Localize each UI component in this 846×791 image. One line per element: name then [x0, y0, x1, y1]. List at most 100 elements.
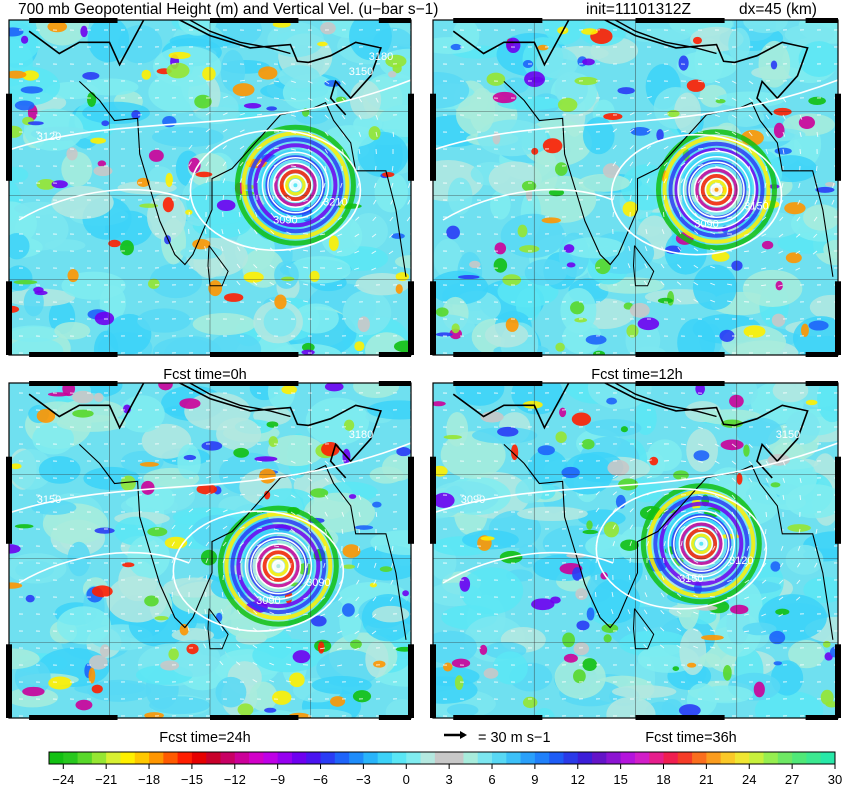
vertical-velocity-shading	[9, 20, 411, 355]
colorbar-tick-label: 6	[488, 772, 495, 787]
colorbar-swatch	[234, 752, 250, 764]
colorbar-swatch	[734, 752, 750, 764]
height-contours: 3090 3090 3150 3180	[9, 429, 411, 632]
colorbar-swatch	[91, 752, 107, 764]
colorbar-swatch	[634, 752, 650, 764]
reference-vector-arrowhead	[460, 731, 467, 739]
colorbar: −24 −21 −18 −15 −12 −9 −6 −3 0 3 6 9 12 15 18 21 24 27 30	[48, 751, 842, 787]
graticule	[9, 383, 411, 718]
wind-vectors	[18, 29, 411, 354]
colorbar-swatch	[677, 752, 693, 764]
colorbar-swatch	[77, 752, 93, 764]
colorbar-swatch	[206, 752, 221, 764]
colorbar-swatch	[549, 752, 564, 764]
contour-label: 3150	[37, 494, 61, 506]
grid-spacing-label: dx=45 (km)	[739, 1, 817, 18]
colorbar-swatch	[349, 752, 364, 764]
colorbar-tick-label: −12	[224, 772, 246, 787]
colorbar-swatch	[63, 752, 79, 764]
colorbar-swatch	[692, 752, 707, 764]
colorbar-tick-label: −21	[95, 772, 117, 787]
colorbar-swatch	[263, 752, 279, 764]
colorbar-tick-label: 30	[828, 772, 842, 787]
contour-label: 3090	[256, 595, 280, 607]
colorbar-tick-label: −6	[313, 772, 328, 787]
panel-caption-3: Fcst time=36h	[645, 730, 736, 746]
contour-label: 3090	[694, 219, 718, 231]
colorbar-tick-label: 27	[785, 772, 799, 787]
colorbar-tick-label: 3	[446, 772, 453, 787]
map-border-ticks	[6, 381, 414, 720]
colorbar-swatch	[391, 752, 407, 764]
colorbar-swatch	[477, 752, 493, 764]
contour-label: 3180	[369, 51, 393, 63]
coastlines	[452, 383, 834, 650]
contour-label: 3150	[776, 429, 800, 441]
colorbar-swatch	[706, 752, 722, 764]
colorbar-frame	[48, 751, 836, 765]
colorbar-swatch	[249, 752, 264, 764]
forecast-panel-1: 3090 3150	[430, 18, 841, 357]
colorbar-swatch	[820, 752, 836, 764]
colorbar-swatch	[434, 752, 450, 764]
colorbar-swatch	[506, 752, 522, 764]
wind-vectors	[18, 392, 411, 717]
contour-label: 3090	[273, 214, 297, 226]
colorbar-swatch	[106, 752, 121, 764]
map-border-ticks	[430, 381, 841, 720]
colorbar-swatch	[306, 752, 322, 764]
figure-title: 700 mb Geopotential Height (m) and Verti…	[18, 1, 438, 18]
height-contours: 3090 3150	[433, 79, 838, 256]
forecast-panel-2: 3090 3090 3150 3180	[6, 381, 414, 720]
height-contours: 3090 3210 3120 3150 3180	[9, 51, 411, 252]
colorbar-swatch	[134, 752, 150, 764]
colorbar-tick-label: 24	[742, 772, 756, 787]
map-border-ticks	[6, 18, 414, 357]
colorbar-swatch	[592, 752, 607, 764]
colorbar-tick-label: 18	[656, 772, 670, 787]
contour-label: 3150	[744, 201, 768, 213]
vertical-velocity-shading	[433, 20, 838, 355]
colorbar-swatch	[606, 752, 622, 764]
colorbar-swatch	[363, 752, 379, 764]
colorbar-swatch	[463, 752, 479, 764]
colorbar-tick-label: 9	[531, 772, 538, 787]
colorbar-swatch	[563, 752, 579, 764]
graticule	[433, 20, 838, 355]
colorbar-tick-label: 15	[613, 772, 627, 787]
colorbar-swatch	[520, 752, 536, 764]
graticule	[433, 383, 838, 718]
colorbar-swatch	[763, 752, 779, 764]
colorbar-tick-label: −3	[356, 772, 371, 787]
coastlines	[28, 383, 407, 650]
wind-vectors	[442, 392, 838, 717]
height-contours: 3150 3120 3090 3150	[433, 429, 838, 610]
colorbar-swatch	[534, 752, 550, 764]
colorbar-swatch	[749, 752, 765, 764]
colorbar-tick-label: 12	[571, 772, 585, 787]
colorbar-swatch	[120, 752, 136, 764]
forecast-panel-3: 3150 3120 3090 3150	[430, 381, 841, 720]
colorbar-swatch	[377, 752, 393, 764]
colorbar-tick-label: −24	[52, 772, 74, 787]
colorbar-swatch	[163, 752, 179, 764]
cyclone-field	[217, 505, 339, 627]
wind-vectors	[442, 29, 838, 354]
contour-label: 3120	[729, 555, 753, 567]
colorbar-swatch	[806, 752, 822, 764]
contour-label: 3150	[349, 66, 373, 78]
colorbar-swatch	[334, 752, 350, 764]
colorbar-tick-label: 0	[403, 772, 410, 787]
graticule	[9, 20, 411, 355]
panel-grid: 3090321031203150318030903150309030903150…	[6, 18, 841, 720]
colorbar-swatch	[49, 752, 64, 764]
colorbar-swatch	[420, 752, 436, 764]
colorbar-swatch	[291, 752, 307, 764]
reference-vector-label: = 30 m s−1	[478, 730, 551, 746]
colorbar-swatch	[449, 752, 464, 764]
colorbar-swatch	[777, 752, 793, 764]
contour-label: 3090	[461, 494, 485, 506]
contour-label: 3180	[349, 429, 373, 441]
colorbar-swatch	[792, 752, 807, 764]
